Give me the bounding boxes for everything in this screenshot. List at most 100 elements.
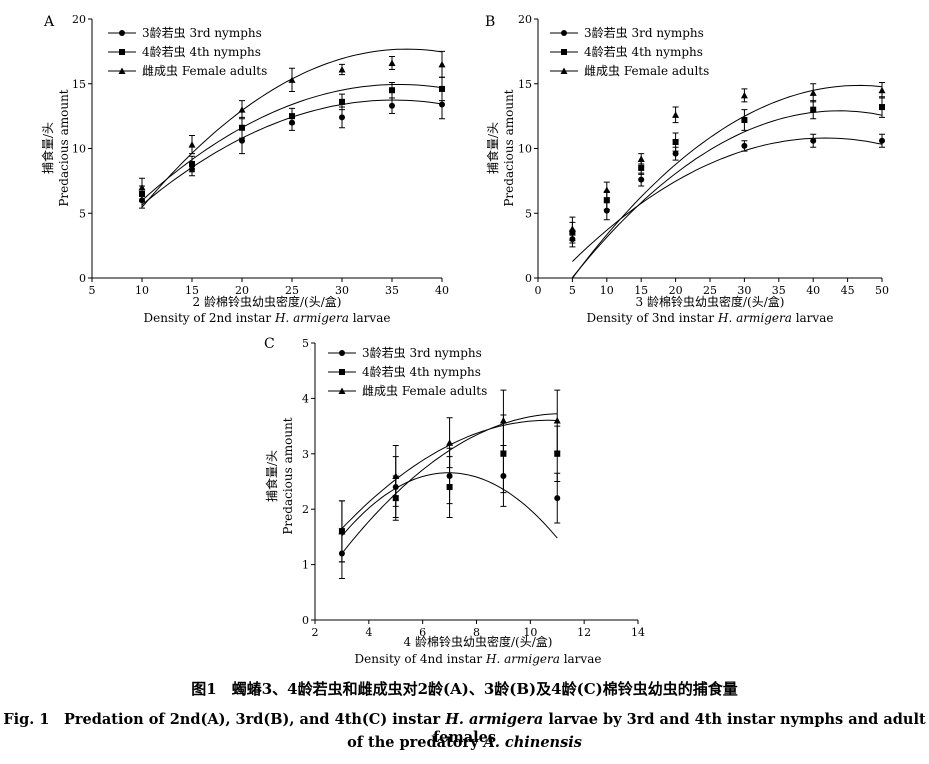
panel-c-data-point-circle xyxy=(554,495,561,502)
panel-a-data-point-triangle xyxy=(438,60,446,68)
panel-c-legend-marker-triangle xyxy=(338,387,346,394)
panel-b-x-tick-label: 45 xyxy=(841,284,855,297)
panel-c-xlabel-cn: 4 龄棉铃虫幼虫密度/(头/盒) xyxy=(404,634,553,649)
panel-b-legend-label: 4龄若虫 4th nymphs xyxy=(584,45,703,59)
panel-b-x-tick-label: 35 xyxy=(772,284,786,297)
panel-b-x-tick-label: 15 xyxy=(634,284,648,297)
panel-a-marks xyxy=(138,48,446,209)
panel-b-xlabel-en: Density of 3nd instar H. armigera larvae xyxy=(587,311,834,325)
panel-a-data-point-triangle xyxy=(188,141,196,148)
panel-b-xlabel-cn: 3 龄棉铃虫幼虫密度/(头/盒) xyxy=(636,294,785,309)
panel-a-data-point-square xyxy=(339,98,345,105)
panel-c-x-tick-label: 14 xyxy=(631,626,645,639)
panel-b-y-tick-label: 10 xyxy=(518,143,532,156)
panel-b-x-tick-label: 5 xyxy=(569,284,576,297)
panel-b-marks xyxy=(568,81,886,279)
panel-a-data-point-circle xyxy=(389,102,395,109)
panel-a-xlabel-cn: 2 龄棉铃虫幼虫密度/(头/盒) xyxy=(193,294,342,309)
panel-c-x-tick-label: 2 xyxy=(312,626,319,639)
panel-b-x-tick-label: 40 xyxy=(806,284,820,297)
panel-c-x-tick-label: 4 xyxy=(365,626,372,639)
panel-c-data-point-triangle xyxy=(338,527,346,535)
panel-c-legend-marker-square xyxy=(339,369,345,375)
panel-c-label: C xyxy=(264,336,275,352)
panel-a-legend-label: 雌成虫 Female adults xyxy=(142,63,267,78)
figure-caption-cn: 图1 蠋蝽3、4龄若虫和雌成虫对2龄(A)、3龄(B)及4龄(C)棉铃虫幼虫的捕… xyxy=(191,680,738,698)
panel-a-y-tick-label: 15 xyxy=(72,78,86,91)
panel-a-y-tick-label: 0 xyxy=(79,272,86,285)
panel-a-x-tick-label: 25 xyxy=(285,284,299,297)
panel-c-legend-label: 3龄若虫 3rd nymphs xyxy=(362,346,482,360)
panel-b-x-tick-label: 10 xyxy=(600,284,614,297)
panel-b-label: B xyxy=(485,14,495,30)
panel-a-x-tick-label: 35 xyxy=(385,284,399,297)
panel-a-legend-marker-circle xyxy=(119,30,125,36)
panel-a-x-tick-label: 30 xyxy=(335,284,349,297)
panel-a-data-point-square xyxy=(389,87,395,94)
panel-c-legend-marker-circle xyxy=(339,350,345,356)
panel-b-legend-label: 雌成虫 Female adults xyxy=(584,63,709,78)
panel-a-data-point-triangle xyxy=(388,59,396,67)
panel-b-data-point-triangle xyxy=(603,186,611,193)
panel-c-legend: 3龄若虫 3rd nymphs 4龄若虫 4th nymphs 雌成虫 Female… xyxy=(328,346,487,398)
panel-b-data-point-square xyxy=(672,139,679,146)
panel-a-legend: 3龄若虫 3rd nymphs 4龄若虫 4th nymphs 雌成虫 Female… xyxy=(108,26,267,78)
panel-a-x-tick-label: 40 xyxy=(435,284,449,297)
panel-a-y-tick-label: 10 xyxy=(72,143,86,156)
panel-c-y-tick-label: 0 xyxy=(302,614,309,627)
panel-b-legend: 3龄若虫 3rd nymphs 4龄若虫 4th nymphs 雌成虫 Female… xyxy=(550,26,709,78)
panel-a-data-point-circle xyxy=(339,114,345,121)
panel-b-data-point-triangle xyxy=(672,111,680,118)
panel-a-legend-label: 4龄若虫 4th nymphs xyxy=(142,45,261,59)
panel-b-x-tick-label: 20 xyxy=(669,284,683,297)
panel-b-fit-curve-square xyxy=(572,110,883,278)
panel-a-data-point-triangle xyxy=(138,183,146,191)
panel-b-legend-label: 3龄若虫 3rd nymphs xyxy=(584,26,704,40)
panel-c-y-tick-label: 2 xyxy=(302,503,309,516)
panel-c-y-tick-label: 3 xyxy=(302,448,309,461)
figure-caption-en-line2: of the predatory A. chinensis xyxy=(347,734,582,751)
panel-a-data-point-triangle xyxy=(238,106,246,113)
panel-c-data-point-triangle xyxy=(446,439,454,446)
panel-a-data-point-circle xyxy=(439,101,445,108)
panel-b-fit-curve-triangle xyxy=(572,84,883,279)
panel-c-data-point-square xyxy=(554,450,561,457)
panel-c-y-tick-label: 1 xyxy=(302,559,309,572)
panel-c-data-point-triangle xyxy=(392,472,400,479)
panel-c-data-point-square xyxy=(500,450,507,457)
panel-b-x-tick-label: 50 xyxy=(875,284,889,297)
panel-c-ylabel-cn: 捕食量/头 xyxy=(264,450,279,502)
panel-b-data-point-triangle xyxy=(568,225,576,232)
panel-a-data-point-circle xyxy=(239,137,245,144)
panel-a-x-tick-label: 10 xyxy=(135,284,149,297)
panel-b-x-tick-label: 25 xyxy=(703,284,717,297)
panel-a-ylabel-en: Predacious amount xyxy=(57,89,71,206)
chart-panel-b: B 0 5 10 15 20 25 30 35 40 45 50 0 5 10 15 20 3龄若虫 3rd … xyxy=(485,13,889,325)
panel-a-x-tick-label: 20 xyxy=(235,284,249,297)
panel-b-data-point-triangle xyxy=(637,155,645,162)
panel-b-y-tick-label: 15 xyxy=(518,78,532,91)
panel-b-x-tick-label: 0 xyxy=(535,284,542,297)
panel-c-y-tick-label: 5 xyxy=(302,337,309,350)
panel-b-data-point-square xyxy=(603,197,610,204)
panel-b-legend-marker-triangle xyxy=(560,67,568,74)
panel-a-data-point-triangle xyxy=(288,76,296,83)
panel-b-axes: 0 5 10 15 20 25 30 35 40 45 50 0 5 10 15 20 xyxy=(518,13,889,297)
panel-b-data-point-triangle xyxy=(740,91,748,99)
panel-a-data-point-square xyxy=(439,85,445,92)
panel-a-y-tick-label: 5 xyxy=(79,207,86,220)
panel-a-legend-label: 3龄若虫 3rd nymphs xyxy=(142,26,262,40)
panel-b-data-point-circle xyxy=(638,176,645,183)
panel-c-data-point-square xyxy=(446,484,453,491)
panel-c-legend-label: 4龄若虫 4th nymphs xyxy=(362,365,481,379)
panel-a-x-tick-label: 5 xyxy=(89,284,96,297)
panel-c-legend-label: 雌成虫 Female adults xyxy=(362,383,487,398)
panel-b-data-point-circle xyxy=(810,137,817,144)
panel-a-x-tick-label: 15 xyxy=(185,284,199,297)
panel-a-legend-marker-square xyxy=(119,49,125,55)
panel-a-label: A xyxy=(43,14,55,30)
panel-b-ylabel-cn: 捕食量/头 xyxy=(485,122,500,174)
